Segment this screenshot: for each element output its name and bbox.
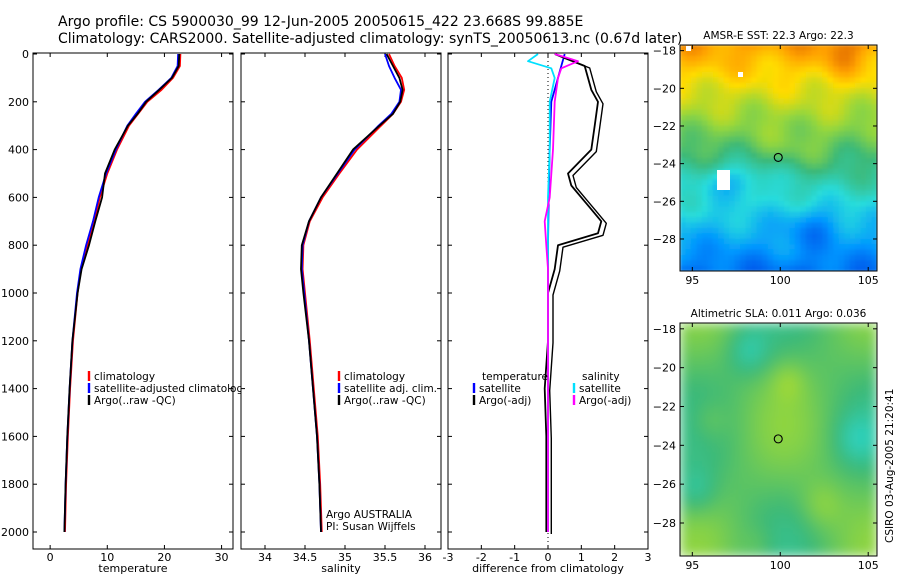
legend-entry: satellite: [579, 383, 621, 395]
x-tick-label: 95: [685, 559, 699, 572]
plot-frame: [32, 52, 234, 550]
x-tick-label: -2: [476, 551, 487, 564]
y-tick-label: −20: [653, 362, 676, 375]
x-tick-label: 34: [258, 551, 272, 564]
y-tick-label: −24: [653, 439, 676, 452]
x-tick-label: 0: [47, 551, 54, 564]
legend-entry: climatology: [344, 371, 405, 383]
x-tick-label: 30: [215, 551, 229, 564]
map-panel-2: −18 −20 −22 −24 −26 −28 95 100 105 Altimetric SLA…: [653, 308, 879, 572]
legend-entry: Argo(..raw -QC): [344, 395, 426, 407]
y-tick-label: 1800: [1, 478, 29, 491]
side-label: CSIRO 03-Aug-2005 21:20:41: [884, 389, 896, 543]
header-line-1: Argo profile: CS 5900030_99 12-Jun-2005 …: [58, 14, 584, 30]
annotation-line: PI: Susan Wijffels: [326, 521, 416, 533]
y-tick-label: −20: [653, 82, 676, 95]
y-tick-label: −26: [653, 478, 676, 491]
x-tick-label: 10: [100, 551, 114, 564]
y-tick-label: −22: [653, 400, 676, 413]
y-tick-label: −26: [653, 195, 676, 208]
legend-entry: satellite: [479, 383, 521, 395]
y-tick-label: 0: [22, 48, 29, 61]
x-tick-label: -1: [509, 551, 520, 564]
x-tick-label: 3: [645, 551, 652, 564]
y-tick-label: −28: [653, 517, 676, 530]
series-line-temperature-argo-adj-alt: [549, 55, 607, 534]
y-tick-label: 600: [8, 191, 29, 204]
x-axis-label: difference from climatology: [472, 562, 624, 575]
map-cells: [680, 323, 877, 556]
profile-panel-2: 34 34.5 35 35.5 36 salinity climatologysatelli…: [240, 52, 442, 575]
x-tick-label: 35: [338, 551, 352, 564]
x-tick-label: 100: [770, 274, 791, 287]
legend-entry: climatology: [94, 371, 155, 383]
legend-entry: Argo(..raw -QC): [94, 395, 176, 407]
series-line-temperature-argo-adj: [543, 53, 603, 532]
x-tick-label: 35.5: [373, 551, 398, 564]
series-line-argo-raw-qc: [300, 53, 404, 533]
map-field: [680, 45, 877, 271]
x-tick-label: 1: [578, 551, 585, 564]
map-cells: [680, 45, 877, 271]
y-tick-label: 2000: [1, 526, 29, 539]
y-tick-label: −28: [653, 233, 676, 246]
profile-panel-1: 0 200 400 600 800 1000 1200 1400 1600 1800 2000 0 10…: [1, 48, 249, 575]
profile-panel-3: -3 -2 -1 0 1 2 3 difference from climatology tem…: [443, 52, 652, 575]
annotation-line: Argo AUSTRALIA: [326, 509, 413, 521]
no-data-patch: [686, 46, 691, 51]
y-tick-label: −18: [653, 323, 676, 336]
plot-frame: [240, 52, 442, 550]
legend-entry: salinity: [582, 371, 620, 383]
series-line-argo-raw-qc: [63, 53, 181, 533]
x-tick-label: 34.5: [293, 551, 318, 564]
y-tick-label: 1400: [1, 383, 29, 396]
x-tick-label: 95: [685, 274, 699, 287]
series-line-salinity-argo-adj: [543, 53, 579, 532]
argo-position-marker: [773, 434, 783, 444]
y-tick-label: −18: [653, 45, 676, 58]
legend-entry: Argo(-adj): [479, 395, 531, 407]
no-data-patch: [738, 72, 743, 77]
header-line-2: Climatology: CARS2000. Satellite-adjuste…: [58, 31, 683, 47]
x-axis-label: salinity: [321, 562, 361, 575]
x-tick-label: 105: [858, 274, 879, 287]
x-tick-label: 20: [157, 551, 171, 564]
legend-entry: satellite-adjusted climatology: [94, 383, 249, 395]
legend-entry: satellite adj. clim.: [344, 383, 437, 395]
x-tick-label: -3: [443, 551, 454, 564]
map-frame: [679, 44, 878, 272]
y-tick-label: 1200: [1, 335, 29, 348]
map-panel-1: −18 −20 −22 −24 −26 −28 95 100 105 AMSR-E SST: 22…: [653, 30, 879, 287]
y-tick-label: 800: [8, 239, 29, 252]
x-tick-label: 0: [545, 551, 552, 564]
legend-entry: Argo(-adj): [579, 395, 631, 407]
legend-entry: temperature: [482, 371, 548, 383]
map-field: [680, 323, 877, 556]
map-title: Altimetric SLA: 0.011 Argo: 0.036: [691, 308, 867, 320]
y-tick-label: −22: [653, 120, 676, 133]
y-tick-label: 400: [8, 144, 29, 157]
y-tick-label: −24: [653, 158, 676, 171]
x-tick-label: 2: [611, 551, 618, 564]
no-data-patch: [717, 170, 730, 190]
x-axis-label: temperature: [98, 562, 167, 575]
y-tick-label: 200: [8, 96, 29, 109]
x-tick-label: 100: [770, 559, 791, 572]
map-frame: [679, 322, 878, 557]
y-tick-label: 1000: [1, 287, 29, 300]
map-title: AMSR-E SST: 22.3 Argo: 22.3: [703, 30, 853, 42]
argo-position-marker: [773, 152, 783, 162]
x-tick-label: 105: [858, 559, 879, 572]
x-tick-label: 36: [418, 551, 432, 564]
y-tick-label: 1600: [1, 430, 29, 443]
